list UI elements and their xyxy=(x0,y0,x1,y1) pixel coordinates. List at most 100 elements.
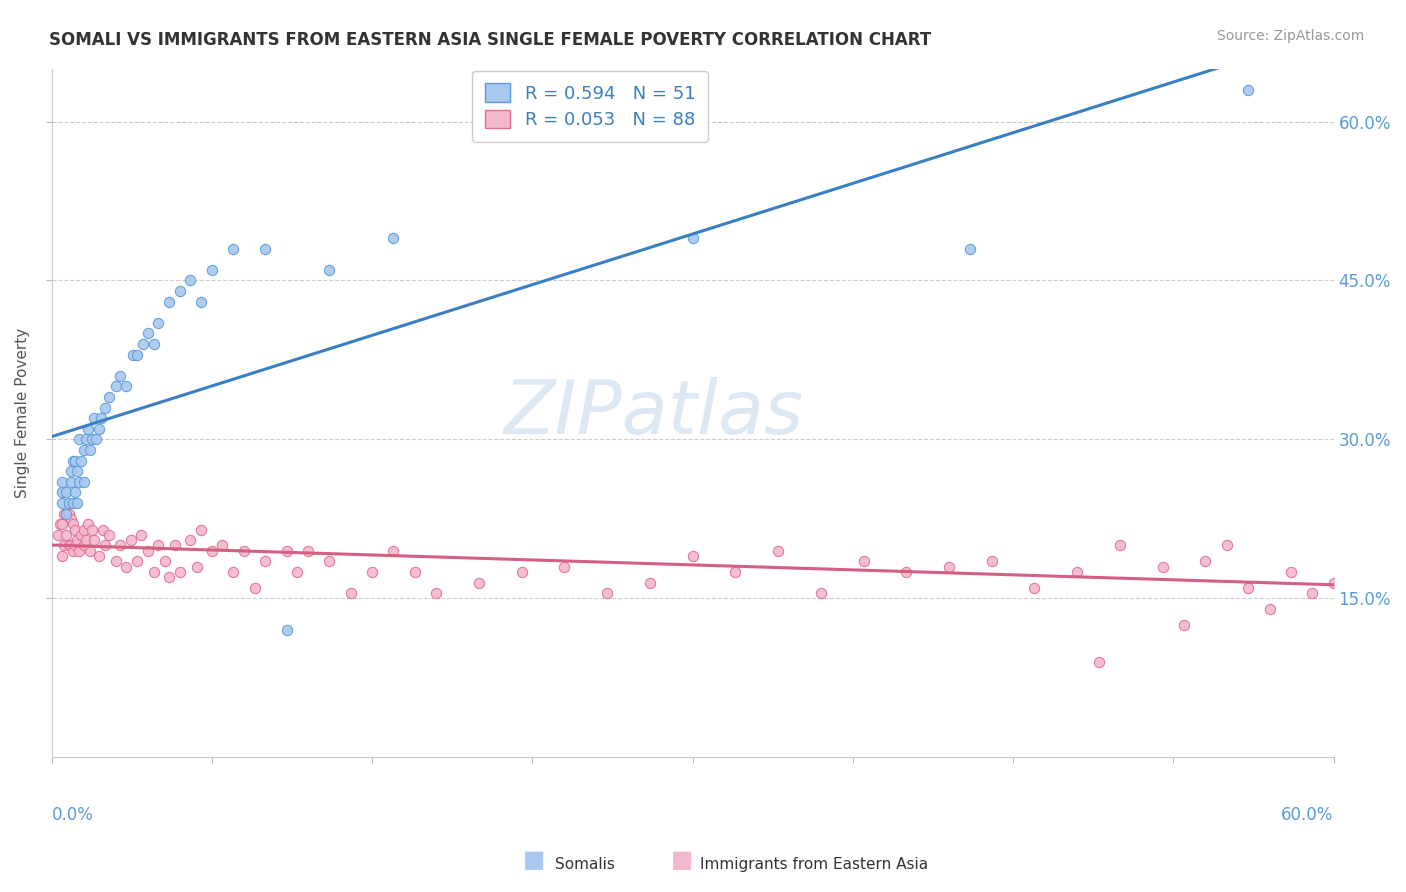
Point xyxy=(1152,559,1174,574)
Point xyxy=(852,554,875,568)
Point xyxy=(148,538,170,552)
Point xyxy=(169,565,191,579)
Point xyxy=(82,433,104,447)
Point xyxy=(58,496,80,510)
Point xyxy=(243,581,266,595)
Point xyxy=(1173,618,1195,632)
Point xyxy=(254,554,277,568)
Point xyxy=(766,543,789,558)
Point xyxy=(1323,575,1346,590)
Legend: R = 0.594   N = 51, R = 0.053   N = 88: R = 0.594 N = 51, R = 0.053 N = 88 xyxy=(472,70,707,142)
Point xyxy=(51,485,73,500)
Text: ZIPatlas: ZIPatlas xyxy=(505,377,804,449)
Text: ■: ■ xyxy=(523,848,546,872)
Point xyxy=(211,538,233,552)
Point xyxy=(339,586,361,600)
Point xyxy=(724,565,747,579)
Point xyxy=(79,443,101,458)
Point xyxy=(98,390,121,404)
Point xyxy=(157,570,180,584)
Point xyxy=(382,543,405,558)
Point xyxy=(404,565,426,579)
Point xyxy=(72,475,94,489)
Point xyxy=(148,316,170,330)
Point xyxy=(318,263,340,277)
Point xyxy=(468,575,491,590)
Point xyxy=(62,453,84,467)
Point xyxy=(143,565,166,579)
Point xyxy=(87,549,110,563)
Point xyxy=(87,422,110,436)
Point xyxy=(76,422,98,436)
Point xyxy=(896,565,918,579)
Point xyxy=(63,523,86,537)
Point xyxy=(361,565,384,579)
Point xyxy=(51,496,73,510)
Point xyxy=(72,443,94,458)
Point xyxy=(157,294,180,309)
Point xyxy=(72,523,94,537)
Text: ■: ■ xyxy=(671,848,693,872)
Text: 0.0%: 0.0% xyxy=(52,805,93,823)
Point xyxy=(276,543,298,558)
Point xyxy=(46,528,69,542)
Point xyxy=(190,523,212,537)
Point xyxy=(222,565,245,579)
Point xyxy=(70,528,93,542)
Point xyxy=(1109,538,1132,552)
Point xyxy=(1301,586,1323,600)
Point xyxy=(553,559,575,574)
Point xyxy=(980,554,1002,568)
Point xyxy=(510,565,533,579)
Point xyxy=(91,523,114,537)
Point xyxy=(682,549,704,563)
Point xyxy=(596,586,619,600)
Point xyxy=(136,326,159,341)
Point xyxy=(90,411,112,425)
Point xyxy=(75,533,97,548)
Point xyxy=(51,475,73,489)
Point xyxy=(938,559,960,574)
Point xyxy=(59,512,82,526)
Point xyxy=(425,586,447,600)
Point xyxy=(51,517,73,532)
Text: Immigrants from Eastern Asia: Immigrants from Eastern Asia xyxy=(700,857,928,872)
Point xyxy=(136,543,159,558)
Point xyxy=(179,533,201,548)
Point xyxy=(55,507,77,521)
Point xyxy=(276,624,298,638)
Point xyxy=(285,565,308,579)
Point xyxy=(638,575,661,590)
Point xyxy=(201,263,224,277)
Point xyxy=(63,453,86,467)
Point xyxy=(66,464,89,478)
Point xyxy=(143,337,166,351)
Point xyxy=(682,231,704,245)
Point xyxy=(382,231,405,245)
Point xyxy=(1237,83,1260,97)
Point xyxy=(83,411,105,425)
Point xyxy=(59,475,82,489)
Point xyxy=(55,507,77,521)
Point xyxy=(59,464,82,478)
Y-axis label: Single Female Poverty: Single Female Poverty xyxy=(15,328,30,498)
Point xyxy=(70,453,93,467)
Point xyxy=(179,273,201,287)
Point xyxy=(58,538,80,552)
Point xyxy=(62,543,84,558)
Point xyxy=(129,528,152,542)
Point xyxy=(53,538,76,552)
Point xyxy=(1087,655,1109,669)
Point xyxy=(297,543,319,558)
Point xyxy=(125,554,148,568)
Point xyxy=(53,507,76,521)
Point xyxy=(104,379,127,393)
Point xyxy=(153,554,176,568)
Point xyxy=(75,433,97,447)
Point xyxy=(67,433,90,447)
Point xyxy=(66,496,89,510)
Point xyxy=(186,559,208,574)
Point xyxy=(1216,538,1239,552)
Text: 60.0%: 60.0% xyxy=(1281,805,1334,823)
Point xyxy=(79,543,101,558)
